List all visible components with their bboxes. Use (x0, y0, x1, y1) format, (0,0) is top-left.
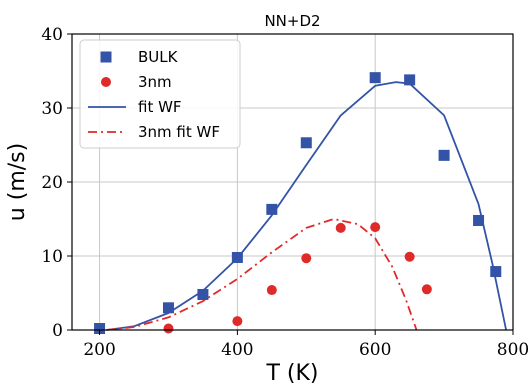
point-bulk (162, 302, 174, 314)
chart-title: NN+D2 (264, 12, 320, 30)
x-axis-label: T (K) (265, 361, 318, 386)
legend-label-bulk: BULK (138, 48, 179, 66)
point-bulk (369, 72, 381, 84)
axis-ticks: 200 400 600 800 0 10 20 30 40 (41, 25, 529, 360)
legend-label-3nm: 3nm (138, 73, 172, 91)
x-tick-label: 400 (221, 340, 253, 360)
legend-marker-3nm (101, 77, 111, 87)
point-bulk (197, 288, 209, 300)
legend-marker-bulk (100, 51, 112, 63)
y-tick-label: 30 (41, 99, 63, 119)
point-bulk (438, 149, 450, 161)
y-tick-label: 40 (41, 25, 63, 45)
y-tick-label: 20 (41, 173, 63, 193)
point-bulk (266, 203, 278, 215)
point-bulk (404, 74, 416, 86)
x-tick-label: 600 (359, 340, 391, 360)
legend: BULK 3nm fit WF 3nm fit WF (79, 39, 241, 149)
point-bulk (300, 137, 312, 149)
point-bulk (473, 214, 485, 226)
point-3nm (266, 285, 277, 296)
point-3nm (421, 284, 432, 295)
series-line-fit-wf (106, 81, 507, 331)
y-axis-label: u (m/s) (5, 143, 30, 221)
point-3nm (370, 222, 381, 233)
legend-box (79, 39, 241, 149)
series-line-3nm-fit-wf (106, 218, 418, 331)
point-3nm (232, 316, 243, 327)
plot-series (94, 72, 507, 335)
legend-label-fit-wf: fit WF (138, 98, 182, 116)
y-tick-label: 10 (41, 247, 63, 267)
legend-label-3nm-fit-wf: 3nm fit WF (138, 123, 220, 141)
x-tick-label: 200 (83, 340, 115, 360)
point-3nm (163, 323, 174, 334)
point-bulk (231, 251, 243, 263)
y-tick-label: 0 (52, 321, 63, 341)
point-bulk (94, 323, 106, 335)
point-bulk (490, 266, 502, 278)
point-3nm (301, 253, 312, 264)
point-3nm (404, 251, 415, 262)
x-tick-label: 800 (497, 340, 529, 360)
point-3nm (335, 222, 346, 233)
